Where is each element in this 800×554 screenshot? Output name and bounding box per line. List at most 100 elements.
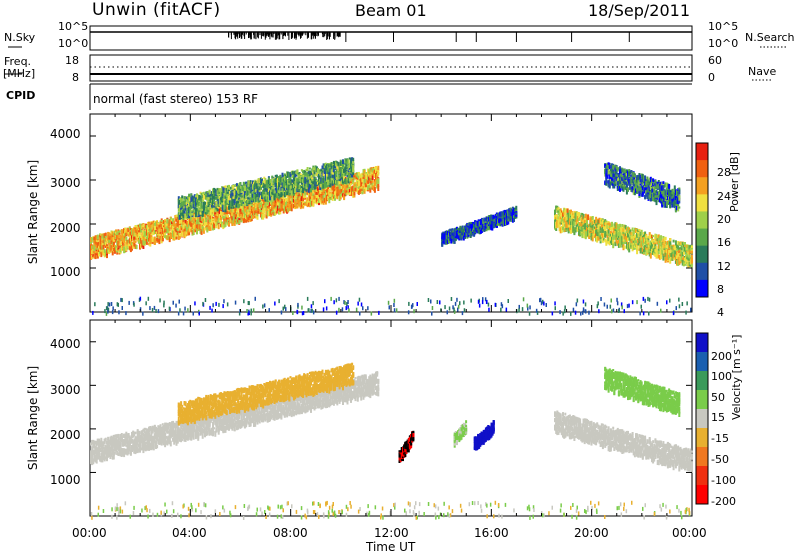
data-cell [491, 215, 494, 220]
data-cell [289, 185, 292, 192]
data-cell [262, 204, 265, 208]
data-cell [204, 221, 206, 226]
data-cell [143, 241, 146, 246]
freq-tick-left-top: 18 [65, 54, 79, 67]
data-cell [102, 250, 105, 256]
data-cell [263, 183, 266, 188]
data-cell [304, 192, 307, 198]
data-cell [112, 241, 115, 248]
data-cell [253, 209, 255, 214]
data-cell [197, 217, 200, 220]
data-cell [155, 224, 157, 231]
data-cell [294, 182, 297, 186]
data-cell [159, 224, 162, 228]
data-cell [279, 207, 282, 212]
data-cell [466, 233, 469, 237]
data-cell [213, 192, 216, 196]
data-cell [316, 174, 319, 177]
data-cell [223, 186, 226, 189]
data-cell [493, 222, 496, 228]
data-cell [287, 202, 290, 206]
data-cell [457, 227, 460, 231]
data-cell [149, 233, 152, 238]
data-cell [103, 249, 106, 253]
data-cell [238, 188, 241, 194]
data-cell [94, 250, 97, 255]
data-cell [282, 204, 285, 209]
data-cell [355, 181, 358, 186]
data-cell [253, 182, 255, 185]
data-cell [459, 233, 462, 239]
data-cell [354, 175, 357, 178]
data-cell [197, 211, 200, 216]
data-cell [306, 167, 309, 172]
data-cell [322, 177, 325, 181]
data-cell [104, 250, 107, 253]
data-cell [326, 183, 328, 188]
data-cell [353, 188, 356, 193]
data-cell [245, 203, 248, 208]
data-cell [282, 208, 285, 214]
data-cell [346, 166, 349, 170]
data-cell [217, 212, 220, 216]
data-cell [347, 172, 350, 176]
data-cell [278, 202, 281, 206]
data-cell [275, 197, 278, 203]
data-cell [218, 188, 221, 194]
data-cell [353, 186, 356, 190]
data-cell [303, 171, 306, 176]
data-cell [121, 241, 124, 247]
data-cell [315, 172, 318, 177]
data-cell [237, 194, 240, 198]
data-cell [137, 224, 140, 228]
data-cell [125, 230, 128, 237]
data-cell [306, 177, 309, 181]
data-cell [217, 198, 220, 205]
data-cell [282, 186, 285, 192]
data-cell [280, 187, 283, 191]
noise-tick-right-top: 10^5 [708, 20, 739, 33]
data-cell [362, 181, 365, 186]
data-cell [238, 203, 241, 208]
data-cell [326, 170, 328, 174]
data-cell [104, 252, 107, 257]
data-cell [308, 187, 311, 193]
data-cell [334, 171, 336, 175]
data-cell [186, 216, 189, 220]
data-cell [373, 179, 376, 184]
data-cell [128, 239, 131, 244]
data-cell [257, 205, 260, 210]
data-cell [243, 190, 246, 197]
data-cell [300, 201, 303, 208]
data-cell [132, 243, 135, 249]
data-cell [345, 188, 348, 191]
data-cell [294, 177, 297, 181]
data-cell [296, 198, 299, 203]
data-cell [157, 224, 160, 228]
data-cell [373, 173, 376, 178]
data-cell [350, 157, 352, 164]
data-cell [181, 226, 184, 230]
data-cell [278, 188, 281, 193]
data-cell [197, 195, 200, 199]
data-cell [261, 179, 263, 184]
data-cell [194, 201, 197, 207]
data-cell [269, 189, 271, 192]
data-cell [210, 192, 213, 197]
data-cell [205, 207, 208, 213]
data-cell [291, 194, 294, 201]
data-cell [305, 184, 308, 190]
data-cell [360, 178, 363, 183]
data-cell [208, 222, 211, 225]
data-cell [332, 165, 335, 170]
data-cell [160, 220, 163, 223]
data-cell [362, 173, 365, 177]
data-cell [454, 231, 457, 237]
data-cell [351, 176, 354, 180]
data-cell [110, 231, 113, 234]
data-cell [96, 238, 99, 244]
cpid-label: CPID [6, 89, 36, 102]
data-cell [180, 226, 183, 230]
data-cell [371, 173, 374, 177]
data-cell [161, 227, 164, 234]
